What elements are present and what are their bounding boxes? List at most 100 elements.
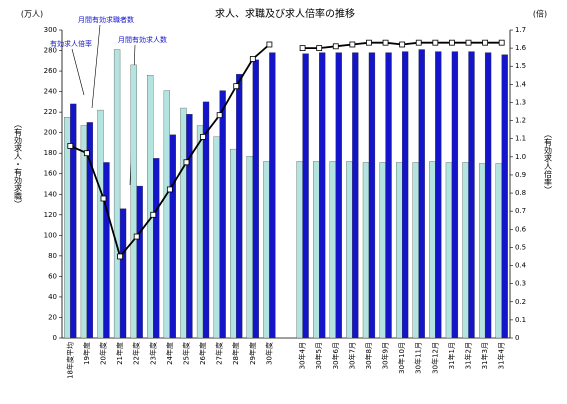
marker <box>415 39 422 46</box>
x-tick-label: 30年度 <box>264 342 273 365</box>
bar <box>418 49 425 339</box>
y-tick-label: 40 <box>48 293 57 301</box>
bar <box>136 185 143 339</box>
y2-tick-label: 1.2 <box>515 117 526 125</box>
bar <box>346 161 353 339</box>
marker <box>150 211 157 218</box>
y2-axis-label: （有効求人倍率） <box>544 130 553 194</box>
marker <box>83 150 90 157</box>
bar <box>368 52 376 339</box>
y2-tick-label: 0.5 <box>515 243 526 251</box>
y-tick-label: 260 <box>44 67 57 75</box>
bar <box>130 64 137 339</box>
y-tick-label: 220 <box>44 108 57 116</box>
bar <box>153 158 160 339</box>
y-tick-label: 280 <box>44 47 57 55</box>
marker <box>316 45 323 52</box>
x-tick-label: 29年度 <box>248 342 257 365</box>
marker <box>133 233 140 240</box>
bar <box>246 156 253 339</box>
bar <box>119 208 127 339</box>
bar <box>186 114 193 339</box>
x-tick-label: 21年度 <box>115 342 124 365</box>
leader-line <box>71 48 85 96</box>
bar <box>468 51 475 339</box>
bar <box>263 161 270 339</box>
y2-tick-label: 0.2 <box>515 298 526 306</box>
x-tick-label: 31年4月 <box>497 342 506 369</box>
y2-tick-label: 1.1 <box>515 135 526 143</box>
marker <box>299 45 306 52</box>
x-tick-label: 23年度 <box>148 342 157 365</box>
bar <box>313 161 320 339</box>
bar <box>445 162 453 339</box>
x-tick-label: 19年度 <box>82 342 91 365</box>
bar <box>269 52 276 339</box>
bar <box>501 54 508 339</box>
marker <box>349 41 356 48</box>
x-tick-label: 30年8月 <box>364 342 373 369</box>
x-tick-label: 20年度 <box>98 342 107 365</box>
marker <box>432 39 439 46</box>
x-tick-label: 31年2月 <box>464 342 473 369</box>
x-tick-label: 22年度 <box>132 342 141 365</box>
marker <box>449 39 455 46</box>
y2-tick-label: 0 <box>515 334 519 342</box>
y-axis-label: （有効求人・有効求職） <box>14 120 23 208</box>
y2-tick-label: 1.4 <box>515 80 527 88</box>
y-tick-label: 160 <box>44 170 57 178</box>
bar <box>113 49 121 339</box>
y-tick-label: 20 <box>48 313 57 321</box>
bar <box>296 161 303 339</box>
bar <box>302 53 309 339</box>
marker <box>399 41 406 48</box>
y-tick-label: 300 <box>44 26 57 34</box>
marker <box>117 253 123 260</box>
x-tick-label: 18年度平均 <box>65 342 74 379</box>
x-tick-label: 24年度 <box>165 342 174 365</box>
x-tick-label: 28年度 <box>231 342 240 365</box>
bar <box>202 101 210 339</box>
y2-tick-label: 1.7 <box>515 26 526 34</box>
marker <box>332 43 339 50</box>
y2-tick-label: 1.3 <box>515 98 526 106</box>
marker <box>100 195 107 202</box>
bar <box>70 103 77 339</box>
bar <box>412 162 419 339</box>
bar <box>169 134 176 339</box>
marker <box>249 56 256 62</box>
bar <box>103 162 110 339</box>
x-tick-label: 31年1月 <box>447 342 456 369</box>
y-tick-label: 120 <box>44 211 57 219</box>
marker <box>382 39 389 46</box>
y-unit: (万人) <box>21 10 43 19</box>
x-tick-label: 26年度 <box>198 342 207 365</box>
bar <box>379 162 386 339</box>
marker <box>266 41 273 48</box>
marker <box>166 186 173 193</box>
y-tick-label: 0 <box>53 334 57 342</box>
bar <box>147 75 154 339</box>
x-tick-label: 30年5月 <box>314 342 323 369</box>
bar <box>451 51 459 339</box>
marker <box>482 39 489 46</box>
y2-tick-label: 0.7 <box>515 207 526 215</box>
bar <box>213 136 220 339</box>
y-tick-label: 60 <box>48 272 57 280</box>
bar <box>362 162 370 339</box>
bar <box>329 161 336 339</box>
x-tick-label: 30年10月 <box>397 342 406 374</box>
bar <box>180 107 187 339</box>
bar <box>495 163 502 339</box>
y2-tick-label: 0.6 <box>515 225 527 233</box>
x-tick-label: 30年6月 <box>331 342 340 369</box>
y2-tick-label: 0.9 <box>515 171 526 179</box>
y2-tick-label: 1.6 <box>515 44 527 52</box>
annotation: 有効求人倍率 <box>50 39 92 48</box>
bar <box>163 90 171 339</box>
y-tick-label: 140 <box>44 190 57 198</box>
annotation: 月間有効求職者数 <box>78 15 134 24</box>
bar <box>219 90 226 339</box>
marker <box>200 133 206 140</box>
